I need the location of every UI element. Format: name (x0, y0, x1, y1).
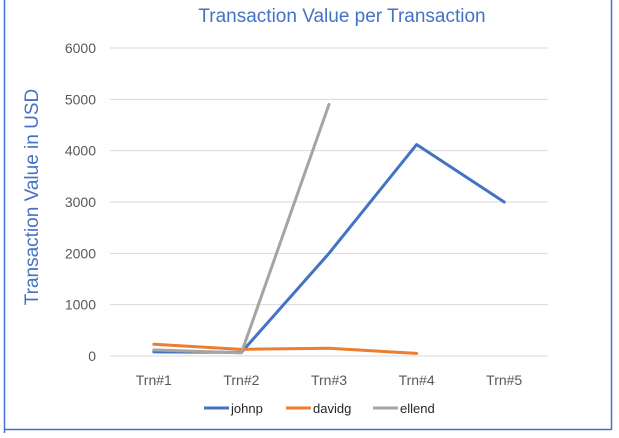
y-tick-labels: 0 1000 2000 3000 4000 5000 6000 (65, 40, 96, 364)
series-lines (152, 102, 506, 355)
x-tick-label: Trn#3 (311, 372, 347, 388)
y-tick-label: 4000 (65, 143, 96, 159)
legend-label-davidg: davidg (313, 401, 351, 416)
chart-title: Transaction Value per Transaction (198, 6, 485, 27)
x-tick-label: Trn#4 (399, 372, 435, 388)
legend-label-ellend: ellend (400, 401, 435, 416)
x-tick-labels: Trn#1 Trn#2 Trn#3 Trn#4 Trn#5 (136, 372, 523, 388)
y-axis-title: Transaction Value in USD (22, 89, 43, 306)
y-tick-label: 2000 (65, 245, 96, 261)
y-tick-label: 0 (88, 348, 96, 364)
series-line-ellend (152, 102, 331, 355)
y-tick-label: 1000 (65, 297, 96, 313)
y-tick-label: 3000 (65, 194, 96, 210)
x-tick-label: Trn#5 (486, 372, 522, 388)
x-tick-label: Trn#2 (223, 372, 259, 388)
y-tick-label: 6000 (65, 40, 96, 56)
series-line-davidg (152, 342, 419, 355)
legend: johnp davidg ellend (204, 401, 435, 416)
x-tick-label: Trn#1 (136, 372, 172, 388)
y-tick-label: 5000 (65, 91, 96, 107)
legend-label-johnp: johnp (230, 401, 263, 416)
